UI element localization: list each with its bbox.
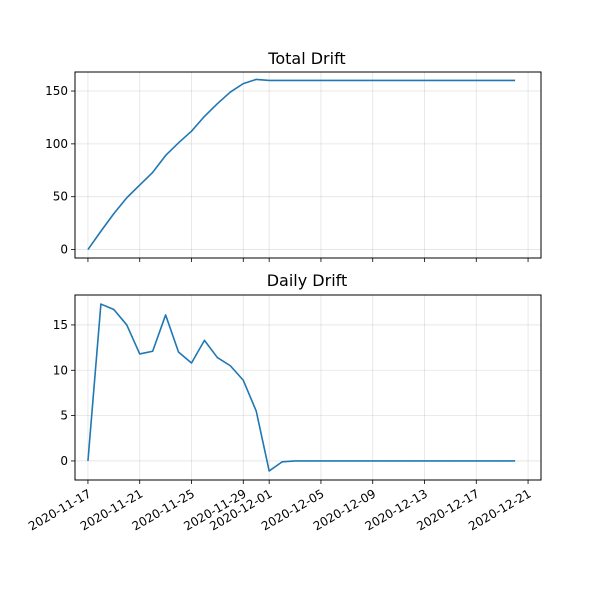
y-tick-label: 50	[53, 190, 68, 204]
data-point	[87, 249, 89, 251]
data-point	[398, 80, 400, 82]
data-point	[152, 350, 154, 352]
grid	[75, 295, 541, 480]
data-point	[437, 80, 439, 82]
grid	[75, 72, 541, 258]
data-point	[359, 80, 361, 82]
data-point	[359, 460, 361, 462]
data-point	[178, 351, 180, 353]
data-point	[87, 460, 89, 462]
data-point	[242, 379, 244, 381]
data-point	[333, 460, 335, 462]
y-tick-label: 100	[45, 137, 68, 151]
plot-frame	[74, 71, 542, 259]
series-line	[87, 303, 516, 472]
series-line	[87, 78, 516, 251]
data-point	[449, 460, 451, 462]
data-point	[501, 460, 503, 462]
data-point	[204, 339, 206, 341]
data-point	[514, 460, 516, 462]
data-point	[411, 460, 413, 462]
data-point	[307, 80, 309, 82]
y-tick-label: 150	[45, 84, 68, 98]
data-point	[139, 353, 141, 355]
total-drift-chart: Total Drift 0 50 100 150	[45, 49, 542, 262]
data-point	[411, 80, 413, 82]
chart-title: Daily Drift	[267, 271, 348, 290]
data-point	[242, 83, 244, 85]
data-point	[113, 213, 115, 215]
data-point	[139, 184, 141, 186]
y-tick-label: 0	[60, 454, 68, 468]
data-point	[424, 80, 426, 82]
data-point	[191, 130, 193, 132]
y-tick-label: 10	[53, 363, 68, 377]
data-point	[333, 80, 335, 82]
data-point	[488, 460, 490, 462]
data-point	[346, 460, 348, 462]
data-point	[191, 362, 193, 364]
data-point	[462, 460, 464, 462]
data-point	[100, 230, 102, 232]
data-point	[385, 460, 387, 462]
data-point	[372, 80, 374, 82]
data-point	[152, 171, 154, 173]
data-point	[307, 460, 309, 462]
data-point	[320, 460, 322, 462]
series-layer	[87, 303, 516, 472]
data-point	[372, 460, 374, 462]
data-point	[424, 460, 426, 462]
data-point	[268, 470, 270, 472]
data-point	[398, 460, 400, 462]
data-point	[229, 365, 231, 367]
data-point	[449, 80, 451, 82]
data-point	[462, 80, 464, 82]
data-point	[216, 357, 218, 359]
data-point	[514, 80, 516, 82]
tick-layer: 0 50 100 150	[45, 84, 529, 262]
plot-frame	[74, 294, 542, 481]
data-point	[281, 80, 283, 82]
data-point	[294, 460, 296, 462]
data-point	[346, 80, 348, 82]
data-point	[126, 324, 128, 326]
data-point	[501, 80, 503, 82]
data-point	[165, 314, 167, 316]
data-point	[113, 309, 115, 311]
y-tick-label: 0	[60, 243, 68, 257]
data-point	[475, 80, 477, 82]
data-point	[165, 155, 167, 157]
data-point	[488, 80, 490, 82]
data-point	[216, 103, 218, 105]
data-point	[229, 91, 231, 93]
data-point	[255, 410, 257, 412]
data-point	[268, 80, 270, 82]
data-point	[255, 78, 257, 80]
data-point	[385, 80, 387, 82]
data-point	[475, 460, 477, 462]
data-point	[204, 115, 206, 117]
data-point	[281, 461, 283, 463]
data-point	[126, 197, 128, 199]
data-point	[178, 142, 180, 144]
data-point	[100, 303, 102, 305]
data-point	[437, 460, 439, 462]
y-tick-label: 15	[53, 318, 68, 332]
chart-title: Total Drift	[267, 49, 345, 68]
series-layer	[87, 78, 516, 251]
data-point	[320, 80, 322, 82]
y-tick-label: 5	[60, 409, 68, 423]
data-point	[294, 80, 296, 82]
